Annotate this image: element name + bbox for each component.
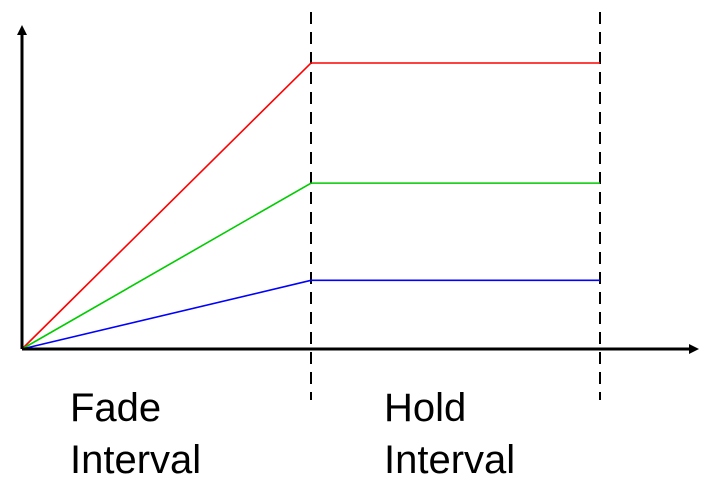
series-lines <box>21 62 600 350</box>
hold-interval-label-line-2: Interval <box>384 438 516 482</box>
series-line-1 <box>21 62 600 350</box>
series-line-2 <box>21 182 600 350</box>
fade-interval-label-line-1: Fade <box>70 386 162 430</box>
series-line-3 <box>21 279 600 350</box>
hold-interval-label-line-1: Hold <box>384 386 467 430</box>
fade-interval-label-line-2: Interval <box>70 438 202 482</box>
interval-boundaries <box>310 12 601 400</box>
